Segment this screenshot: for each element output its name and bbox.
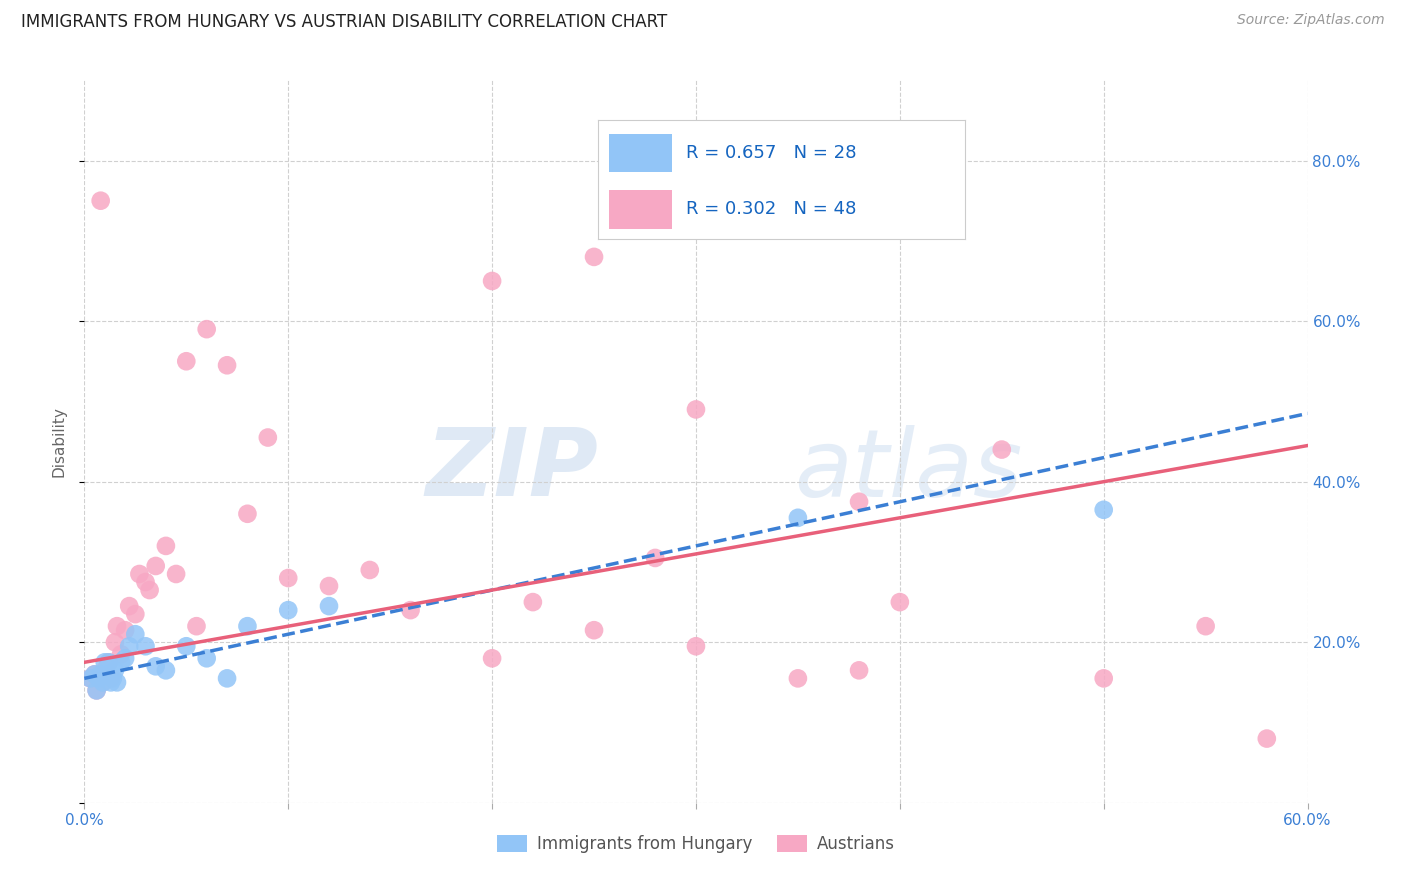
Point (165, 567, 187, 582)
Point (174, 639, 197, 653)
Point (787, 671, 810, 685)
Text: ZIP: ZIP (425, 425, 598, 516)
Point (101, 671, 124, 685)
Point (145, 659, 167, 673)
Point (87, 671, 110, 685)
Point (889, 595, 911, 609)
Point (277, 603, 299, 617)
Point (481, 651, 503, 665)
Point (685, 402, 707, 417)
Point (100, 675, 122, 690)
Point (128, 567, 150, 582)
Point (174, 354, 197, 368)
Point (522, 595, 544, 609)
Point (110, 655, 132, 669)
Point (91, 675, 114, 690)
Point (83, 667, 105, 681)
Point (114, 623, 136, 637)
Point (91, 675, 114, 690)
Point (359, 563, 381, 577)
Point (195, 651, 218, 665)
Text: atlas: atlas (794, 425, 1022, 516)
Point (105, 675, 128, 690)
Point (1092, 502, 1115, 516)
Point (217, 358, 239, 372)
Point (93, 664, 115, 678)
Point (104, 664, 127, 678)
Legend: Immigrants from Hungary, Austrians: Immigrants from Hungary, Austrians (491, 828, 901, 860)
Point (155, 539, 177, 553)
Point (848, 664, 870, 678)
Point (236, 507, 259, 521)
Point (100, 671, 122, 685)
Point (644, 550, 666, 566)
Point (86, 683, 108, 698)
Point (217, 671, 239, 685)
Point (186, 619, 208, 633)
Point (399, 603, 422, 617)
Point (991, 442, 1014, 457)
Point (155, 664, 177, 678)
Point (318, 599, 340, 614)
Point (79, 671, 101, 685)
Point (277, 571, 299, 585)
Point (104, 635, 127, 649)
Point (124, 607, 146, 621)
Point (236, 619, 259, 633)
Point (145, 558, 167, 574)
Point (195, 322, 218, 336)
Text: Source: ZipAtlas.com: Source: ZipAtlas.com (1237, 13, 1385, 28)
Point (90, 667, 112, 681)
Point (96, 667, 118, 681)
Point (97, 655, 120, 669)
Point (110, 648, 132, 662)
Point (118, 639, 141, 653)
Point (96, 667, 118, 681)
Point (257, 430, 280, 444)
Point (87, 671, 110, 685)
Point (583, 623, 606, 637)
Point (1092, 671, 1115, 685)
Point (787, 510, 810, 524)
Point (124, 627, 146, 641)
Point (93, 655, 115, 669)
Point (848, 494, 870, 508)
Point (90, 194, 112, 208)
Point (118, 599, 141, 614)
Point (83, 667, 105, 681)
Point (138, 583, 160, 598)
Point (135, 639, 157, 653)
Point (583, 250, 606, 264)
Point (685, 639, 707, 653)
Point (1256, 731, 1278, 746)
Point (1195, 619, 1218, 633)
Point (318, 579, 340, 593)
Point (114, 651, 136, 665)
Text: IMMIGRANTS FROM HUNGARY VS AUSTRIAN DISABILITY CORRELATION CHART: IMMIGRANTS FROM HUNGARY VS AUSTRIAN DISA… (21, 13, 668, 31)
Point (481, 274, 503, 288)
Point (105, 619, 128, 633)
Point (97, 655, 120, 669)
Point (86, 683, 108, 698)
Point (79, 671, 101, 685)
Point (135, 574, 157, 589)
Y-axis label: Disability: Disability (51, 406, 66, 477)
